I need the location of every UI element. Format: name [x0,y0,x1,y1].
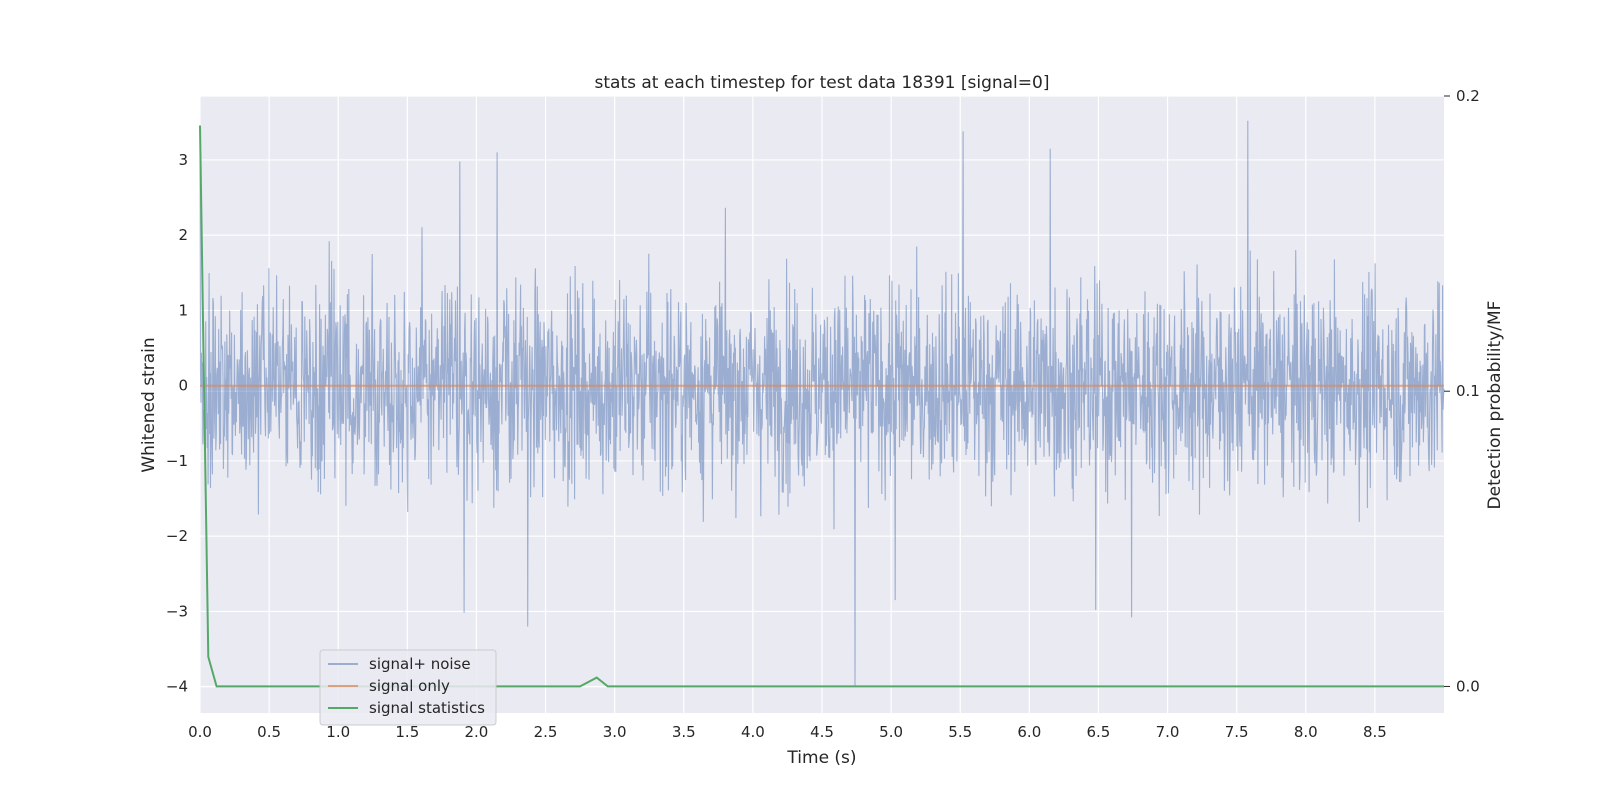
y2-tick-label: 0.2 [1456,87,1480,105]
x-tick-label: 5.5 [948,723,972,741]
legend-label-signal-statistics: signal statistics [369,699,485,717]
x-tick-label: 0.5 [257,723,281,741]
y-tick-label: −4 [166,678,188,696]
x-tick-label: 4.5 [810,723,834,741]
y-tick-label: 0 [178,377,188,395]
y-tick-label: 3 [178,151,188,169]
noise-series [199,120,1445,687]
legend: signal+ noise signal only signal statist… [319,649,497,726]
series-line-signal-noise [199,120,1445,687]
x-tick-label: 4.0 [741,723,765,741]
chart-title: stats at each timestep for test data 183… [595,73,1050,93]
x-tick-label: 1.0 [326,723,350,741]
x-tick-label: 2.0 [465,723,489,741]
x-axis-label: Time (s) [786,748,856,768]
x-tick-label: 7.0 [1156,723,1180,741]
legend-box [319,649,497,726]
x-tick-labels: 0.0 0.5 1.0 1.5 2.0 2.5 3.0 3.5 4.0 4.5 5.0 5.5 6.0 6… [188,723,1387,741]
x-tick-label: 2.5 [534,723,558,741]
y-tick-labels: 3 2 1 0 −1 −2 −3 −4 [166,151,188,696]
x-tick-label: 8.5 [1363,723,1387,741]
x-tick-label: 7.5 [1225,723,1249,741]
x-tick-label: 6.0 [1017,723,1041,741]
y-tick-label: −1 [166,452,188,470]
y-tick-label: 2 [178,226,188,244]
y2-tick-label: 0.1 [1456,382,1480,400]
x-tick-label: 6.5 [1087,723,1111,741]
y2-axis-label: Detection probability/MF [1485,301,1505,510]
x-tick-label: 5.0 [879,723,903,741]
y-tick-label: −2 [166,527,188,545]
y-axis-label: Whitened strain [139,337,159,472]
x-tick-label: 1.5 [395,723,419,741]
x-tick-label: 0.0 [188,723,212,741]
x-tick-label: 3.0 [603,723,627,741]
y2-tick-labels: 0.2 0.1 0.0 [1444,87,1480,695]
y-tick-label: −3 [166,602,188,620]
legend-label-signal-noise: signal+ noise [369,655,471,673]
x-tick-label: 8.0 [1294,723,1318,741]
y2-tick-label: 0.0 [1456,677,1480,695]
x-tick-label: 3.5 [672,723,696,741]
legend-label-signal-only: signal only [369,677,450,695]
y-tick-label: 1 [178,301,188,319]
